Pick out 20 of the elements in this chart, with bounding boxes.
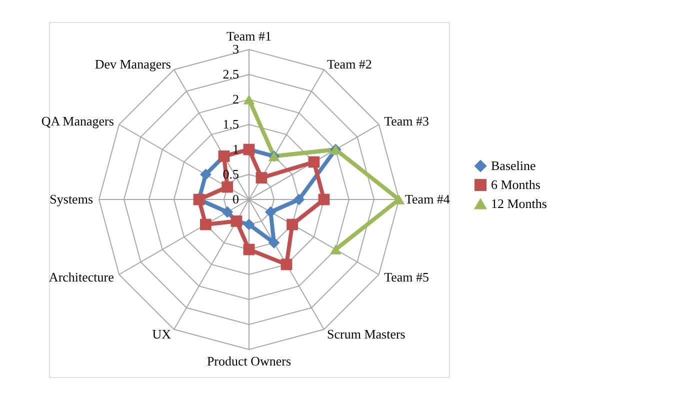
spoke-label: UX xyxy=(152,326,172,342)
spoke-label: Dev Managers xyxy=(94,56,171,72)
spoke-label: Team #5 xyxy=(384,270,430,284)
spoke-label: Team #2 xyxy=(327,56,372,72)
spoke-label: Architecture xyxy=(48,270,114,284)
y-tick-label: 0 xyxy=(232,192,239,206)
legend-label: 12 Months xyxy=(491,196,547,211)
legend-label: 6 Months xyxy=(491,177,540,192)
spoke-label: Product Owners xyxy=(206,354,292,368)
y-tick-label: 1.5 xyxy=(222,116,239,132)
spoke-label: Team #1 xyxy=(226,28,272,44)
spoke-label: Team #3 xyxy=(384,114,430,128)
spoke-label: Systems xyxy=(50,192,93,206)
spoke-label: QA Managers xyxy=(41,114,114,128)
y-tick-label: 3 xyxy=(232,42,239,56)
y-tick-label: 2.5 xyxy=(222,66,239,82)
y-tick-label: 2 xyxy=(232,92,239,106)
legend-label: Baseline xyxy=(491,158,536,173)
spoke-label: Scrum Masters xyxy=(327,326,406,342)
spoke-label: Team #4 xyxy=(405,192,450,206)
